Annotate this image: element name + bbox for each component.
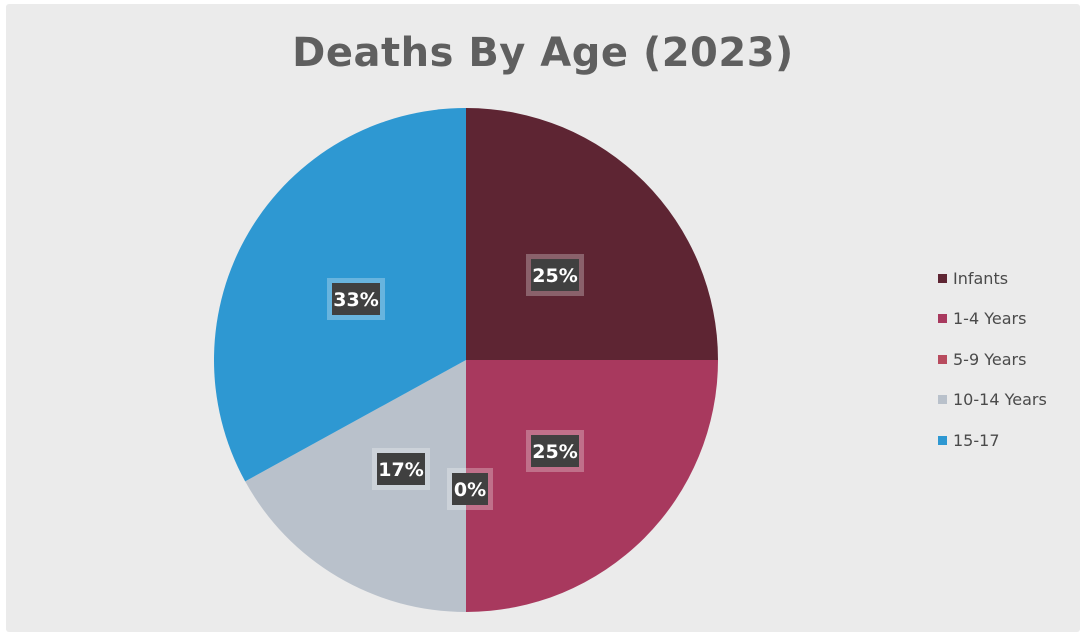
data-label-box <box>531 435 579 467</box>
legend-item-5-9-years: 5-9 Years <box>938 349 1047 369</box>
legend-label: 10-14 Years <box>953 390 1047 409</box>
legend-swatch <box>938 354 947 364</box>
data-label-text: 0% <box>454 479 486 501</box>
data-label-box <box>531 259 579 291</box>
legend-item-15-17: 15-17 <box>938 430 1047 450</box>
data-label-text: 25% <box>532 441 577 463</box>
data-label-10-14-years: 17% <box>372 448 430 490</box>
data-label-text: 17% <box>378 459 423 481</box>
chart-title: Deaths By Age (2023) <box>292 30 794 76</box>
pie-slice-1-4-years <box>466 360 718 612</box>
data-label-text: 33% <box>333 289 378 311</box>
pie-slice-infants <box>466 108 718 360</box>
data-label-box <box>332 283 380 315</box>
legend-label: 5-9 Years <box>953 349 1027 369</box>
legend-item-infants: Infants <box>938 268 1047 288</box>
pie-slice-10-14-years <box>245 360 466 612</box>
legend-swatch <box>938 395 947 404</box>
legend-swatch <box>938 314 947 323</box>
data-label-text: 25% <box>532 265 577 287</box>
data-label-1-4-years: 25% <box>526 430 584 472</box>
data-label-box <box>452 473 488 505</box>
legend-item-10-14-years: 10-14 Years <box>938 390 1047 410</box>
legend-swatch <box>938 273 947 283</box>
data-label-infants: 25% <box>526 254 584 296</box>
legend-label: Infants <box>953 268 1009 288</box>
legend-item-1-4-years: 1-4 Years <box>938 309 1047 329</box>
data-label-15-17: 33% <box>327 278 385 320</box>
legend-swatch <box>938 435 947 445</box>
legend-label: 1-4 Years <box>953 309 1027 328</box>
chart-legend: Infants 1-4 Years 5-9 Years 10-14 Years 15-1… <box>938 268 1047 471</box>
data-label-5-9-years: 0% <box>447 468 493 510</box>
legend-label: 15-17 <box>953 430 1000 450</box>
data-label-box <box>377 453 425 485</box>
